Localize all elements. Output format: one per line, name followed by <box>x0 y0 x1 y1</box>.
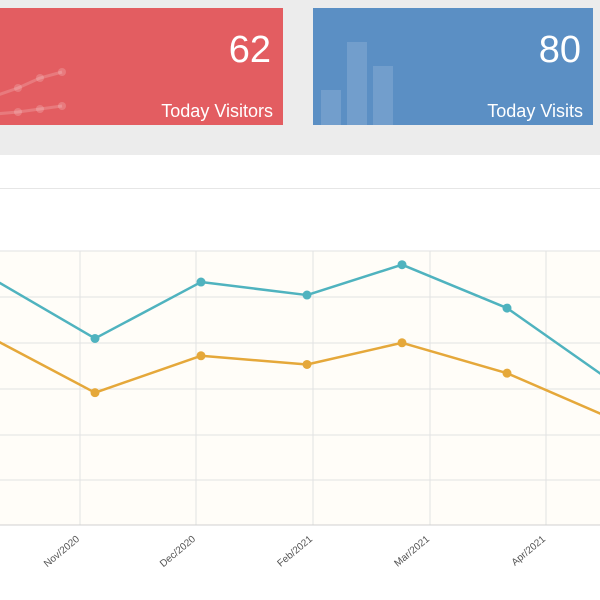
x-tick-label: Nov/2020 <box>42 534 82 570</box>
x-tick-label: Mar/2021 <box>392 534 432 570</box>
panel-divider <box>0 188 600 189</box>
today-visits-card: 80 Today Visits <box>313 8 593 125</box>
data-point-visitors <box>90 388 100 398</box>
data-point-visitors <box>196 351 206 361</box>
x-tick-label: Dec/2020 <box>158 534 198 570</box>
data-point-visits <box>196 277 206 287</box>
today-visits-value: 80 <box>538 29 581 71</box>
today-visitors-card: 62 Today Visitors <box>0 8 283 125</box>
data-point-visitors <box>302 359 312 369</box>
data-point-visits <box>502 303 512 313</box>
bar-chart-icon <box>321 42 393 125</box>
data-point-visitors <box>397 338 407 348</box>
today-visitors-label: Today Visitors <box>161 101 273 121</box>
data-point-visitors <box>502 368 512 378</box>
line-chart-icon <box>0 68 66 116</box>
x-tick-label: Feb/2021 <box>275 534 315 570</box>
today-visitors-value: 62 <box>228 29 271 71</box>
data-point-visits <box>302 290 312 300</box>
x-tick-label: Apr/2021 <box>510 534 548 569</box>
plot-area <box>0 251 600 525</box>
today-visits-label: Today Visits <box>487 101 583 121</box>
data-point-visits <box>397 260 407 270</box>
data-point-visits <box>90 333 100 343</box>
